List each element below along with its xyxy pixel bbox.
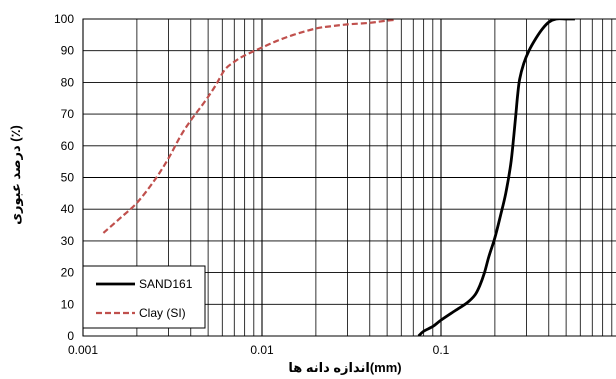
legend-label-clay: Clay (SI) — [139, 306, 186, 320]
x-tick-label: 0.1 — [433, 343, 450, 357]
x-tick-label: 0.001 — [68, 343, 98, 357]
legend: SAND161 Clay (SI) — [82, 265, 206, 329]
y-tick-label: 70 — [61, 107, 75, 121]
y-tick-label: 80 — [61, 75, 75, 89]
y-tick-label: 50 — [61, 171, 75, 185]
x-tick-labels: 0.001 0.01 0.1 — [68, 343, 450, 357]
y-tick-label: 40 — [61, 202, 75, 216]
y-axis-label: درصد عبوری (٪) — [8, 125, 23, 225]
y-tick-label: 10 — [61, 297, 75, 311]
legend-box — [82, 265, 206, 329]
y-tick-label: 30 — [61, 234, 75, 248]
series-line-sand161 — [417, 19, 575, 336]
x-axis-label: اندازه دانه ها(mm) — [288, 360, 401, 375]
x-tick-label: 0.01 — [250, 343, 274, 357]
legend-label-sand161: SAND161 — [139, 277, 193, 291]
series-line-clay-si — [102, 19, 395, 234]
y-tick-label: 90 — [61, 44, 75, 58]
series-layer — [102, 19, 575, 336]
y-tick-label: 60 — [61, 139, 75, 153]
plot-frame — [82, 18, 616, 337]
y-tick-labels: 0 10 20 30 40 50 60 70 80 90 100 — [54, 12, 74, 343]
y-tick-label: 100 — [54, 12, 74, 26]
y-tick-label: 20 — [61, 266, 75, 280]
y-tick-label: 0 — [67, 329, 74, 343]
